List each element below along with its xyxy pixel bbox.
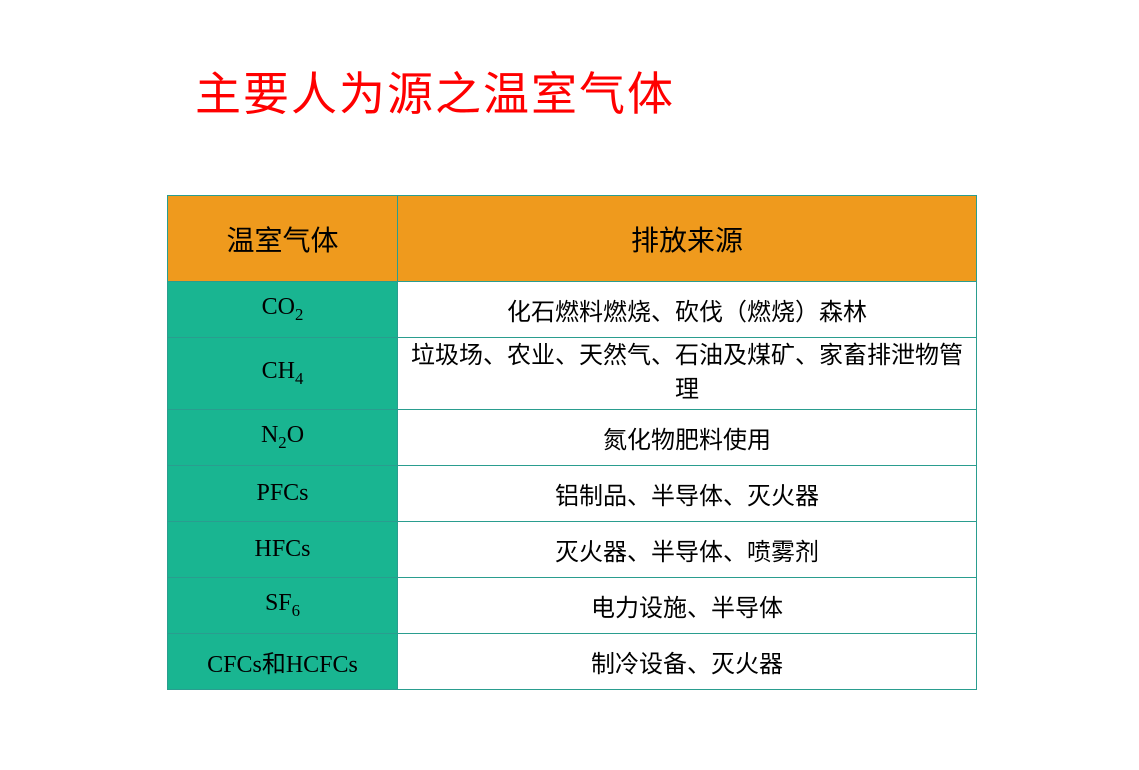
column-header-source: 排放来源 [398, 196, 977, 282]
table-row: CFCs和HCFCs制冷设备、灭火器 [168, 634, 977, 690]
source-cell: 灭火器、半导体、喷雾剂 [398, 522, 977, 578]
column-header-gas: 温室气体 [168, 196, 398, 282]
gas-cell: CO2 [168, 282, 398, 338]
gas-cell: CH4 [168, 338, 398, 410]
gas-cell: N2O [168, 410, 398, 466]
source-cell: 电力设施、半导体 [398, 578, 977, 634]
table-row: PFCs铝制品、半导体、灭火器 [168, 466, 977, 522]
table-row: HFCs灭火器、半导体、喷雾剂 [168, 522, 977, 578]
table-row: SF6电力设施、半导体 [168, 578, 977, 634]
table-row: CO2化石燃料燃烧、砍伐（燃烧）森林 [168, 282, 977, 338]
source-cell: 铝制品、半导体、灭火器 [398, 466, 977, 522]
gas-cell: SF6 [168, 578, 398, 634]
greenhouse-gas-table: 温室气体 排放来源 CO2化石燃料燃烧、砍伐（燃烧）森林CH4垃圾场、农业、天然… [167, 195, 977, 690]
table-header-row: 温室气体 排放来源 [168, 196, 977, 282]
gas-cell: HFCs [168, 522, 398, 578]
gas-cell: PFCs [168, 466, 398, 522]
source-cell: 制冷设备、灭火器 [398, 634, 977, 690]
table-row: CH4垃圾场、农业、天然气、石油及煤矿、家畜排泄物管理 [168, 338, 977, 410]
table-row: N2O氮化物肥料使用 [168, 410, 977, 466]
slide-title: 主要人为源之温室气体 [195, 58, 675, 124]
source-cell: 化石燃料燃烧、砍伐（燃烧）森林 [398, 282, 977, 338]
source-cell: 氮化物肥料使用 [398, 410, 977, 466]
greenhouse-gas-table-container: 温室气体 排放来源 CO2化石燃料燃烧、砍伐（燃烧）森林CH4垃圾场、农业、天然… [167, 195, 977, 690]
table-body: CO2化石燃料燃烧、砍伐（燃烧）森林CH4垃圾场、农业、天然气、石油及煤矿、家畜… [168, 282, 977, 690]
source-cell: 垃圾场、农业、天然气、石油及煤矿、家畜排泄物管理 [398, 338, 977, 410]
gas-cell: CFCs和HCFCs [168, 634, 398, 690]
